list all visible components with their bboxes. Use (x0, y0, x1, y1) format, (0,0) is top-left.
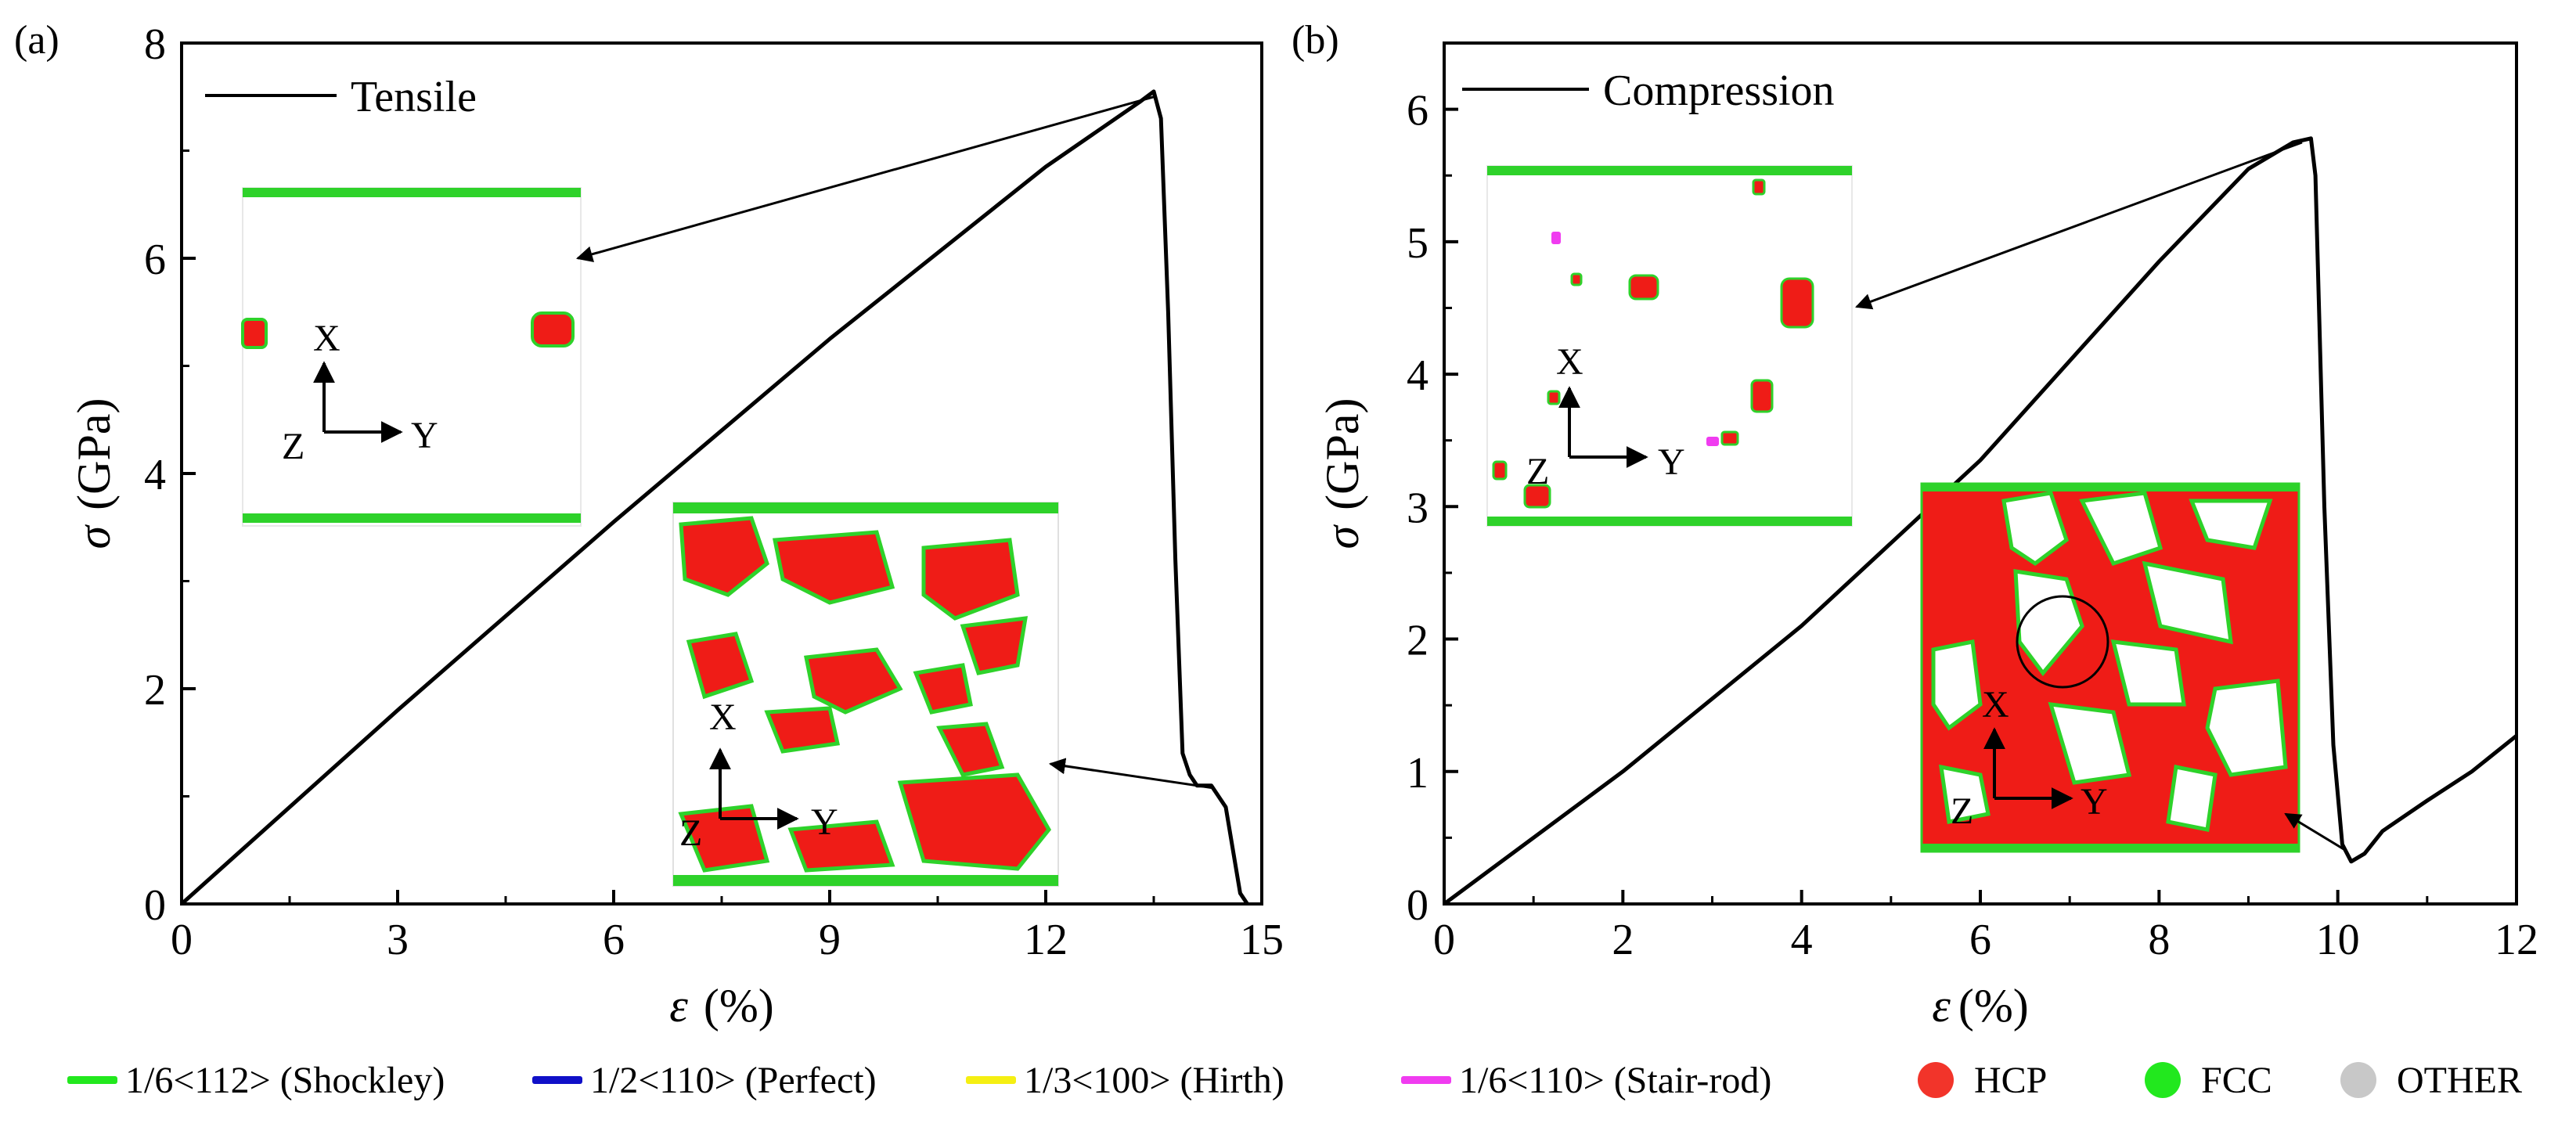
inset-b2-fcc-bottom (1922, 844, 2299, 852)
inset-b1: X Y Z (1486, 165, 1853, 527)
legend-item-stair-rod: 1/6<110> (Stair-rod) (1401, 1045, 1771, 1115)
callout-arrow-a1 (575, 95, 1155, 263)
inset-a1-fcc-top (243, 188, 581, 197)
legend-label-compression: Compression (1603, 67, 1835, 115)
x-tick-label: 0 (1433, 916, 1455, 964)
inset-b2: X Y Z (1920, 482, 2300, 853)
inset-b1-fcc-bottom (1487, 517, 1852, 526)
inset-b2-axis-z: Z (1951, 790, 1973, 832)
legend-label-hcp: HCP (1974, 1059, 2048, 1101)
inset-a2-axis-y: Y (811, 801, 838, 843)
x-tick-label: 8 (2148, 916, 2170, 964)
inset-a1-axis-z: Z (282, 426, 304, 467)
series-line-tensile (180, 89, 1249, 906)
legend-label-hirth: 1/3<100> (Hirth) (1024, 1059, 1284, 1101)
y-tick-label: 3 (1407, 484, 1429, 532)
legend-item-hcp: HCP (1918, 1045, 2047, 1115)
y-tick-label: 5 (1407, 219, 1429, 268)
legend-label-shockley: 1/6<112> (Shockley) (125, 1059, 445, 1101)
y-tick-label: 6 (1407, 87, 1429, 135)
inset-a2-axis-x: X (709, 697, 737, 738)
x-tick-label: 4 (1791, 916, 1813, 964)
callout-arrow-b2 (2284, 812, 2347, 852)
x-tick-label: 0 (171, 916, 193, 964)
y-tick-label: 4 (144, 451, 166, 499)
y-tick-label: 1 (1407, 749, 1429, 798)
y-tick-label: 0 (1407, 881, 1429, 930)
legend-swatch-hirth (966, 1076, 1016, 1084)
inset-a1-axis-y: Y (411, 415, 438, 456)
x-tick-label: 2 (1612, 916, 1634, 964)
legend-item-fcc: FCC (2145, 1045, 2272, 1115)
legend-label-tensile: Tensile (351, 73, 477, 121)
inset-b1-fcc-top (1487, 166, 1852, 175)
inset-b2-axis-y: Y (2081, 781, 2108, 823)
y-tick-label: 0 (144, 881, 166, 930)
x-tick-label: 3 (387, 916, 409, 964)
y-tick-label: 2 (1407, 617, 1429, 665)
callout-arrow-a2 (1048, 758, 1212, 789)
inset-a2-hcp-grains (678, 516, 1052, 873)
x-axis-title-b: ε (%) (1932, 980, 2029, 1032)
inset-b2-highlight-circle (2016, 595, 2109, 689)
inset-a1-frame (242, 187, 582, 527)
inset-a2-fcc-top (673, 502, 1058, 513)
x-axis-title-a: ε (%) (669, 980, 774, 1032)
legend-swatch-perfect (532, 1076, 582, 1084)
inset-b1-stair-rod (1551, 232, 1719, 446)
legend-dot-fcc (2145, 1062, 2181, 1098)
bottom-legend: 1/6<112> (Shockley) 1/2<110> (Perfect) 1… (0, 1045, 2576, 1127)
inset-a1-hcp-left (241, 318, 268, 349)
legend-label-other: OTHER (2397, 1059, 2522, 1101)
legend-label-stair-rod: 1/6<110> (Stair-rod) (1459, 1059, 1772, 1101)
inset-b2-fcc-top (1922, 484, 2299, 491)
legend-swatch-shockley (67, 1076, 117, 1084)
inset-a1-hcp-right (531, 311, 575, 347)
inset-b1-axis-y: Y (1658, 441, 1685, 483)
x-tick-label: 10 (2316, 916, 2360, 964)
inset-a1-fcc-bottom (243, 513, 581, 523)
y-tick-label: 6 (144, 236, 166, 284)
x-tick-label: 15 (1240, 916, 1284, 964)
x-tick-label: 12 (2495, 916, 2538, 964)
legend-label-fcc: FCC (2201, 1059, 2272, 1101)
y-tick-label: 8 (144, 20, 166, 69)
inset-a2-fcc-bottom (673, 875, 1058, 886)
legend-dot-other (2340, 1062, 2376, 1098)
inset-a1-axis-x: X (313, 318, 340, 359)
inset-a2-axis-z: Z (679, 812, 702, 854)
inset-b1-axis-z: Z (1526, 451, 1549, 492)
legend-item-perfect: 1/2<110> (Perfect) (532, 1045, 877, 1115)
y-axis-title-b: σ(GPa) (1317, 398, 1368, 549)
x-tick-label: 6 (603, 916, 625, 964)
x-tick-label: 9 (819, 916, 841, 964)
callout-arrow-b1 (1855, 141, 2303, 310)
ticks-a: 0 3 6 9 12 15 0 2 4 6 8 (144, 20, 1284, 964)
legend-swatch-stair-rod (1401, 1076, 1451, 1084)
panel-a: (a) 0 3 6 9 12 15 0 2 4 6 8 ε (%) σ(GPa) Tensile X … (14, 18, 1284, 1032)
y-axis-title-a: σ(GPa) (68, 398, 120, 549)
legend-item-other: OTHER (2340, 1045, 2522, 1115)
legend-label-perfect: 1/2<110> (Perfect) (590, 1059, 877, 1101)
legend-dot-hcp (1918, 1062, 1954, 1098)
y-tick-label: 2 (144, 666, 166, 715)
y-tick-label: 4 (1407, 351, 1429, 400)
inset-a2: X Y Z (672, 502, 1059, 887)
inset-a1: X Y Z (241, 187, 582, 527)
x-tick-label: 6 (1969, 916, 1991, 964)
panel-label-b: (b) (1292, 18, 1339, 63)
inset-b1-axis-x: X (1556, 341, 1583, 383)
x-tick-label: 12 (1024, 916, 1068, 964)
inset-b1-frame (1486, 165, 1853, 527)
legend-item-shockley: 1/6<112> (Shockley) (67, 1045, 445, 1115)
legend-item-hirth: 1/3<100> (Hirth) (966, 1045, 1284, 1115)
panel-label-a: (a) (14, 18, 59, 63)
inset-b1-hcp-grains (1492, 178, 1814, 509)
inset-b2-axis-x: X (1982, 684, 2009, 726)
